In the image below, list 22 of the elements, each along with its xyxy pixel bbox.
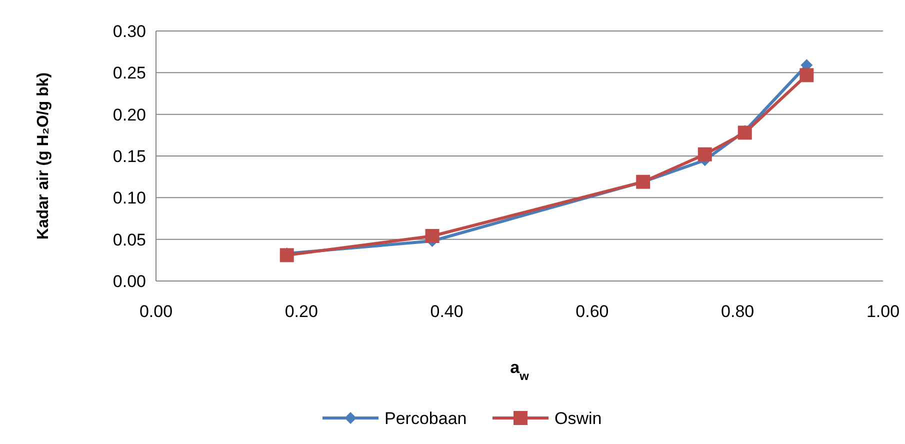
x-tick-label: 0.80 — [721, 302, 754, 321]
y-tick-label: 0.25 — [112, 64, 146, 83]
y-tick-label: 0.10 — [112, 188, 146, 208]
y-tick-label: 0.30 — [112, 22, 146, 41]
point — [738, 126, 752, 140]
x-tick-label: 1.00 — [866, 302, 900, 321]
legend-label: Percobaan — [384, 408, 467, 428]
y-tick-label: 0.00 — [112, 272, 146, 291]
point — [280, 248, 294, 262]
x-tick-label: 0.60 — [576, 302, 609, 321]
x-axis-title: a$_{w}$ — [510, 358, 530, 383]
x-tick-label: 0.20 — [284, 302, 318, 321]
y-axis-title: Kadar air (g H₂O/g bk) — [35, 72, 52, 240]
y-tick-label: 0.20 — [112, 105, 146, 124]
x-tick-label: 0.00 — [139, 302, 173, 321]
point — [800, 68, 814, 82]
point — [698, 147, 712, 162]
point — [425, 229, 440, 243]
y-tick-label: 0.05 — [112, 230, 146, 250]
x-tick-label: 0.40 — [430, 302, 464, 321]
legend-label: Oswin — [554, 408, 602, 428]
y-tick-label: 0.15 — [112, 146, 146, 166]
